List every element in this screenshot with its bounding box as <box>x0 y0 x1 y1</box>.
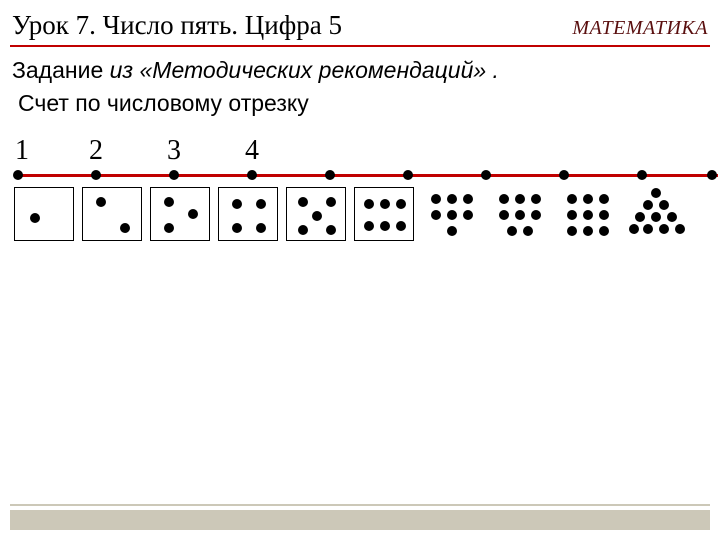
count-dot <box>364 221 374 231</box>
count-dot <box>364 199 374 209</box>
task-rest: из «Методических рекомендаций» . <box>103 57 499 83</box>
dot-box <box>218 187 278 241</box>
task-lead: Задание <box>12 57 103 83</box>
count-dot <box>583 194 593 204</box>
count-dot <box>30 213 40 223</box>
count-dot <box>463 210 473 220</box>
number-label: 1 <box>15 135 29 167</box>
tick <box>707 170 717 180</box>
dot-box <box>558 187 618 241</box>
header: Урок 7. Число пять. Цифра 5 МАТЕМАТИКА <box>0 0 720 45</box>
count-dot <box>396 199 406 209</box>
dot-box <box>286 187 346 241</box>
count-dot <box>298 197 308 207</box>
subject-label: МАТЕМАТИКА <box>572 17 708 40</box>
number-label: 3 <box>167 135 181 167</box>
tick <box>169 170 179 180</box>
tick <box>325 170 335 180</box>
count-dot <box>164 197 174 207</box>
count-dot <box>583 210 593 220</box>
count-dot <box>567 194 577 204</box>
count-dot <box>447 194 457 204</box>
count-dot <box>96 197 106 207</box>
count-dot <box>326 225 336 235</box>
lesson-title: Урок 7. Число пять. Цифра 5 <box>12 10 342 41</box>
tick <box>13 170 23 180</box>
count-dot <box>256 223 266 233</box>
count-dot <box>380 199 390 209</box>
count-dot <box>643 224 653 234</box>
count-dot <box>232 199 242 209</box>
count-dot <box>463 194 473 204</box>
count-dot <box>499 194 509 204</box>
count-dot <box>298 225 308 235</box>
count-dot <box>659 200 669 210</box>
count-dot <box>531 210 541 220</box>
count-dot <box>380 221 390 231</box>
count-dot <box>635 212 645 222</box>
count-dot <box>651 212 661 222</box>
count-dot <box>515 194 525 204</box>
count-dot <box>531 194 541 204</box>
tick <box>559 170 569 180</box>
count-dot <box>188 209 198 219</box>
task-line: Задание из «Методических рекомендаций» . <box>0 47 720 86</box>
tick <box>481 170 491 180</box>
count-dot <box>164 223 174 233</box>
number-line-diagram: 1 2 3 4 <box>0 129 720 269</box>
count-dot <box>447 226 457 236</box>
count-dot <box>515 210 525 220</box>
count-dot <box>643 200 653 210</box>
tick <box>247 170 257 180</box>
count-dot <box>599 226 609 236</box>
dot-box <box>490 187 550 241</box>
count-dot <box>256 199 266 209</box>
dot-box <box>150 187 210 241</box>
count-dot <box>447 210 457 220</box>
count-dot <box>499 210 509 220</box>
count-dot <box>431 194 441 204</box>
footer-band <box>10 510 710 530</box>
subtitle: Счет по числовому отрезку <box>0 86 720 121</box>
count-dot <box>667 212 677 222</box>
count-dot <box>675 224 685 234</box>
count-dot <box>312 211 322 221</box>
count-dot <box>659 224 669 234</box>
dot-box <box>422 187 482 241</box>
number-label: 4 <box>245 135 259 167</box>
dot-box <box>626 187 686 241</box>
number-label: 2 <box>89 135 103 167</box>
count-dot <box>431 210 441 220</box>
count-dot <box>629 224 639 234</box>
tick <box>403 170 413 180</box>
dot-box <box>14 187 74 241</box>
count-dot <box>396 221 406 231</box>
number-line <box>18 174 718 177</box>
count-dot <box>523 226 533 236</box>
count-dot <box>599 194 609 204</box>
count-dot <box>120 223 130 233</box>
footer-line <box>10 504 710 506</box>
tick <box>637 170 647 180</box>
dot-box <box>82 187 142 241</box>
tick <box>91 170 101 180</box>
count-dot <box>599 210 609 220</box>
count-dot <box>583 226 593 236</box>
count-dot <box>651 188 661 198</box>
count-dot <box>567 210 577 220</box>
count-dot <box>507 226 517 236</box>
count-dot <box>232 223 242 233</box>
dot-box <box>354 187 414 241</box>
count-dot <box>326 197 336 207</box>
count-dot <box>567 226 577 236</box>
